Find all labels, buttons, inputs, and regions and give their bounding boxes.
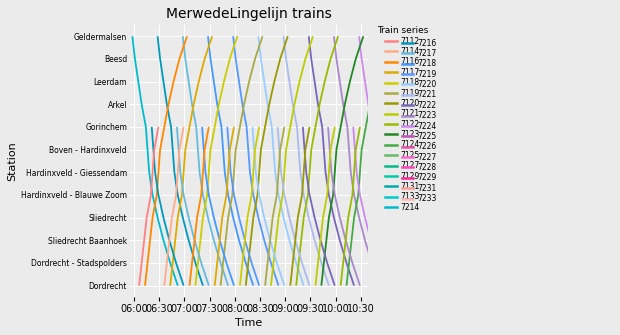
Legend: 7216, 7217, 7218, 7219, 7220, 7221, 7222, 7223, 7224, 7225, 7226, 7227, 7228, 72: 7216, 7217, 7218, 7219, 7220, 7221, 7222… bbox=[399, 36, 440, 206]
Y-axis label: Station: Station bbox=[7, 141, 17, 181]
Title: MerwedeLingelijn trains: MerwedeLingelijn trains bbox=[166, 7, 332, 21]
X-axis label: Time: Time bbox=[235, 318, 262, 328]
